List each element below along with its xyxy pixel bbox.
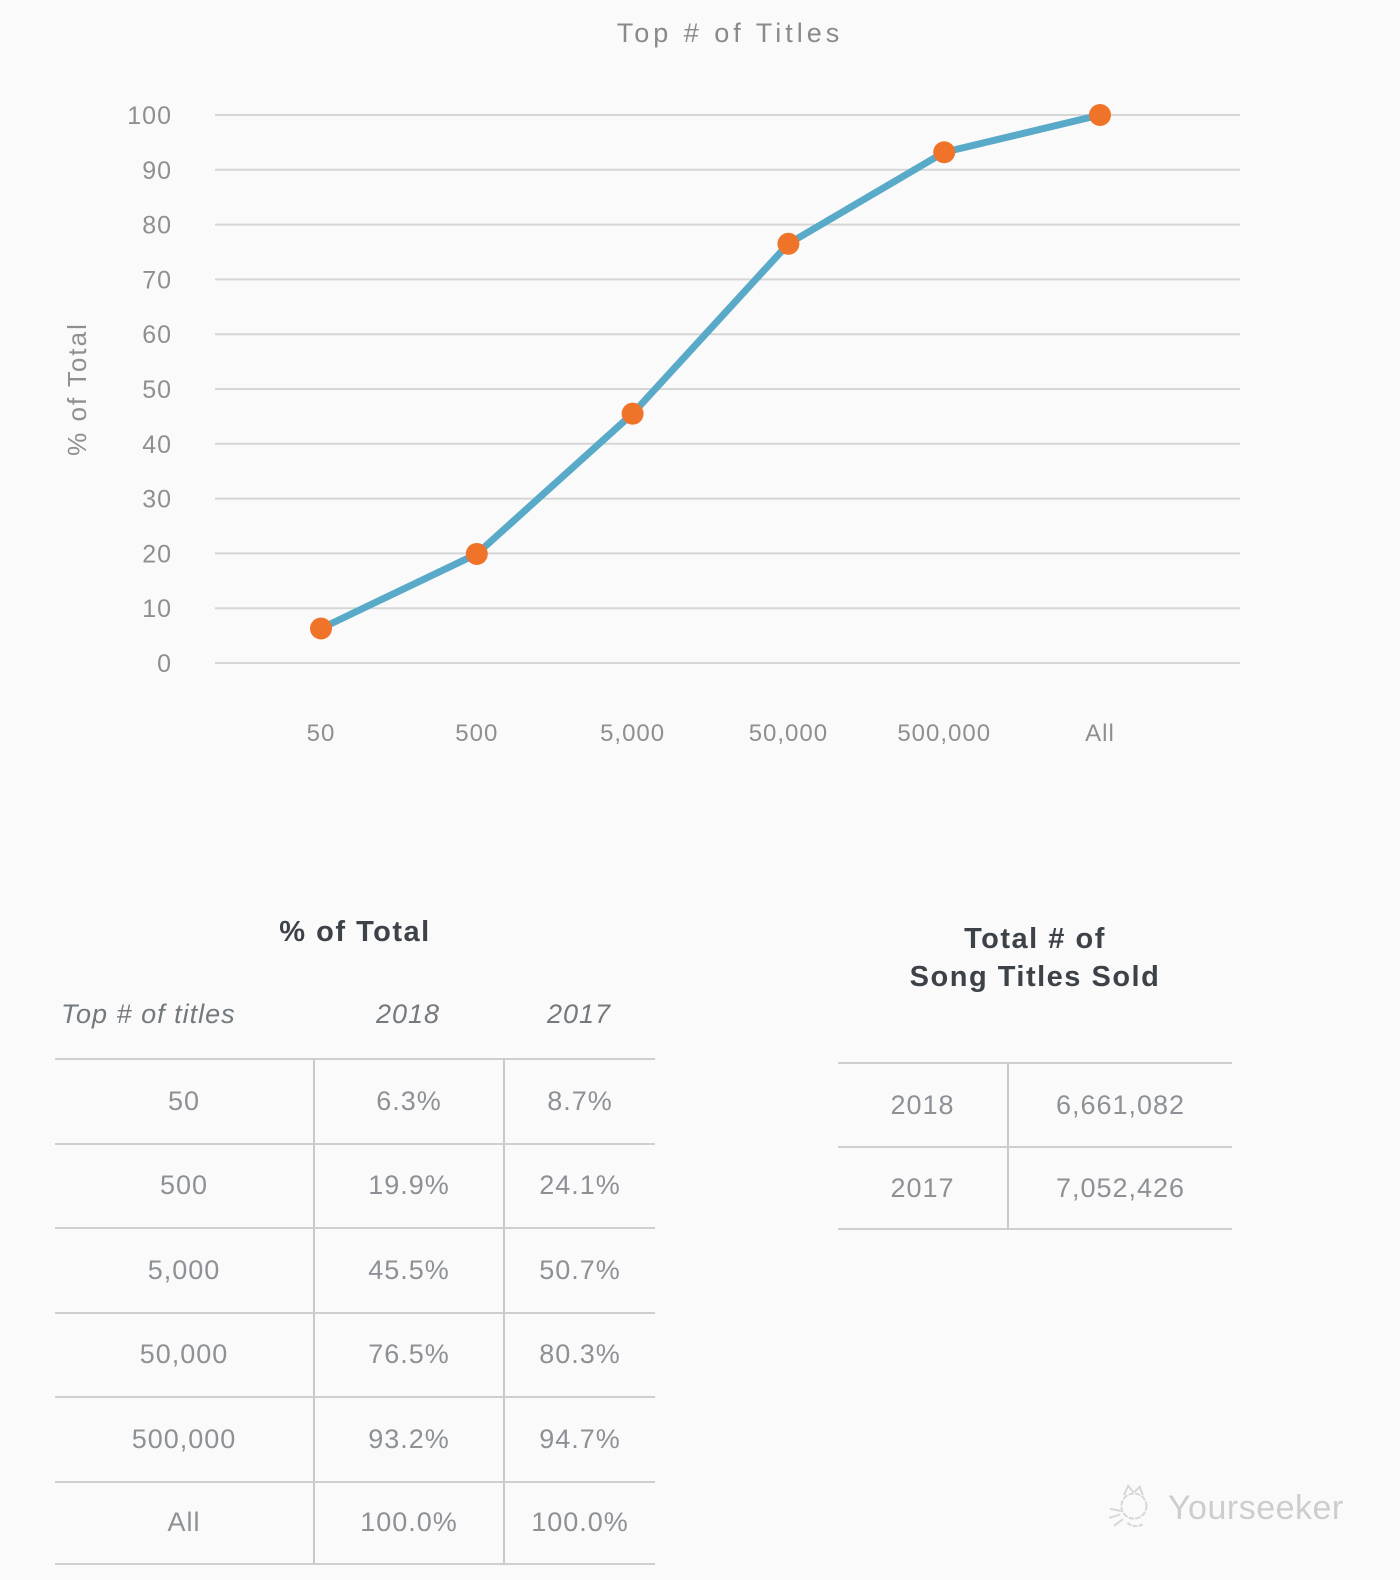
chart-title: Top # of Titles (616, 18, 844, 48)
totals-table-body: 2018 6,661,082 2017 7,052,426 (838, 1062, 1232, 1230)
row-label-cell: All (55, 1480, 313, 1565)
value-cell-2018: 93.2% (313, 1396, 503, 1481)
value-cell-2018: 19.9% (313, 1142, 503, 1227)
value-cell-2017: 100.0% (503, 1480, 655, 1565)
percent-table-title: % of Total (279, 916, 431, 948)
svg-text:70: 70 (142, 266, 172, 294)
row-label-cell: 50 (55, 1058, 313, 1143)
svg-text:10: 10 (142, 595, 172, 623)
svg-text:80: 80 (142, 212, 172, 240)
svg-text:All: All (1085, 720, 1115, 747)
percent-table-body: 50 6.3% 8.7% 500 19.9% 24.1% 5,000 45.5%… (55, 1058, 655, 1565)
svg-text:50,000: 50,000 (749, 720, 828, 747)
svg-text:50: 50 (307, 720, 336, 747)
svg-text:100: 100 (127, 102, 172, 130)
value-cell-2017: 50.7% (503, 1227, 655, 1312)
svg-text:20: 20 (142, 540, 172, 568)
row-label-cell: 5,000 (55, 1227, 313, 1312)
row-label-cell: 500,000 (55, 1396, 313, 1481)
column-header-top-titles: Top # of titles (61, 999, 236, 1029)
cat-doodle-icon (1104, 1480, 1160, 1536)
value-cell-2017: 8.7% (503, 1058, 655, 1143)
row-label-cell: 50,000 (55, 1311, 313, 1397)
line-chart: 0 10 20 30 40 50 60 70 80 90 100 50 500 5,000 50,000 50… (127, 102, 1240, 747)
value-cell-2017: 94.7% (503, 1396, 655, 1481)
total-cell: 6,661,082 (1007, 1062, 1232, 1146)
total-cell: 7,052,426 (1007, 1146, 1232, 1230)
percent-table-header-row: Top # of titles 2018 2017 (55, 999, 655, 1030)
value-cell-2018: 6.3% (313, 1058, 503, 1143)
value-cell-2018: 100.0% (313, 1480, 503, 1565)
svg-text:90: 90 (142, 157, 172, 185)
value-cell-2017: 24.1% (503, 1142, 655, 1227)
value-cell-2018: 76.5% (313, 1311, 503, 1396)
year-cell: 2018 (838, 1062, 1007, 1146)
svg-text:30: 30 (142, 486, 172, 514)
svg-text:500,000: 500,000 (897, 720, 991, 747)
value-cell-2017: 80.3% (503, 1311, 655, 1396)
svg-text:0: 0 (157, 650, 172, 678)
totals-table-title: Total # of Song Titles Sold (838, 920, 1232, 996)
svg-text:500: 500 (455, 720, 498, 747)
watermark: Yourseeker (1104, 1480, 1344, 1536)
column-header-2018: 2018 (375, 999, 441, 1029)
row-label-cell: 500 (55, 1142, 313, 1228)
year-cell: 2017 (838, 1146, 1007, 1230)
svg-text:60: 60 (142, 321, 172, 349)
watermark-label: Yourseeker (1168, 1488, 1344, 1527)
svg-text:5,000: 5,000 (600, 720, 665, 747)
column-header-2017: 2017 (546, 999, 612, 1029)
totals-table-title-line1: Total # of (964, 923, 1106, 955)
totals-table-title-line2: Song Titles Sold (909, 961, 1161, 993)
svg-text:40: 40 (142, 431, 172, 459)
svg-text:50: 50 (142, 376, 172, 404)
value-cell-2018: 45.5% (313, 1227, 503, 1312)
